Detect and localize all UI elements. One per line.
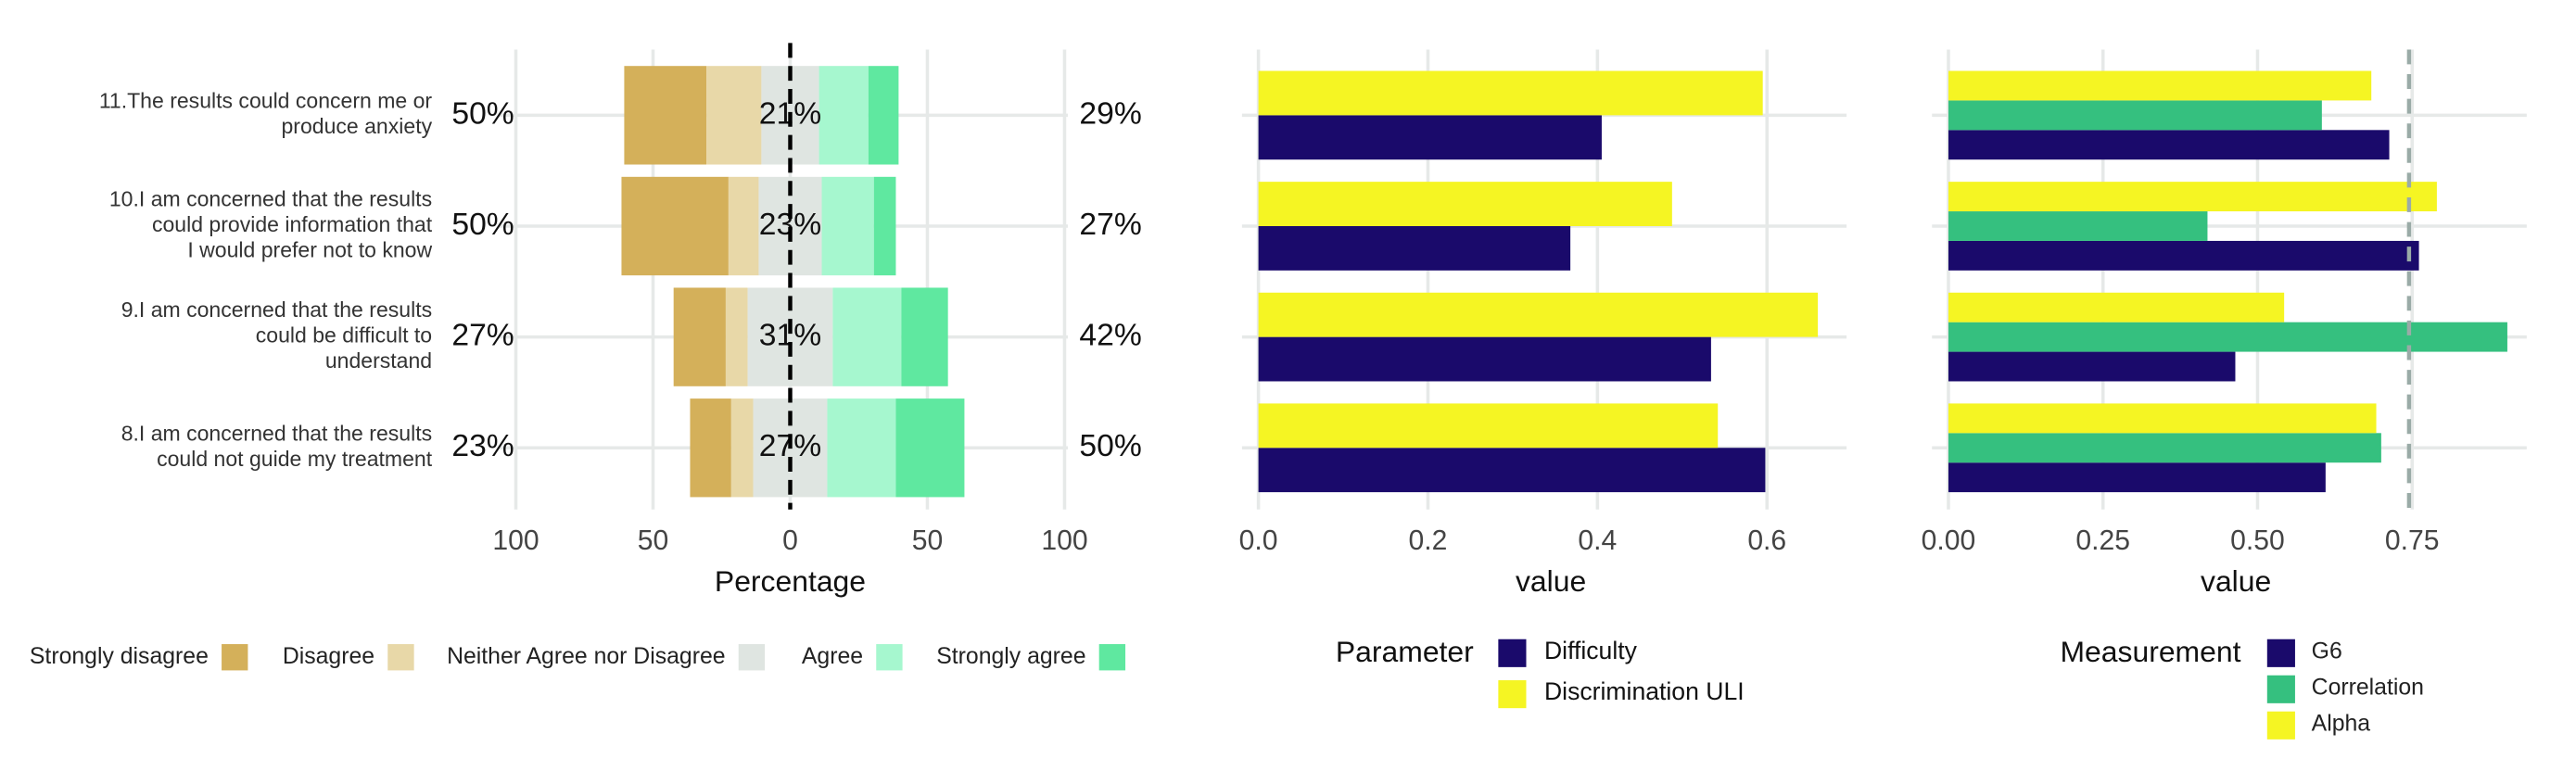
x-tick-label: 0.25 <box>2075 525 2130 556</box>
bar-segment <box>832 287 902 386</box>
left-label: 50% <box>451 96 514 131</box>
bar <box>1948 433 2381 463</box>
bar <box>1948 462 2326 493</box>
bar-segment <box>868 66 899 165</box>
bar <box>1258 225 1571 271</box>
legend-label: Disagree <box>283 644 374 669</box>
legend-label: Agree <box>802 644 863 669</box>
x-axis-label: value <box>2201 564 2271 598</box>
left-label: 50% <box>451 208 514 242</box>
legend-swatch <box>1498 680 1527 709</box>
bar <box>1258 336 1711 382</box>
bar-segment <box>706 66 762 165</box>
bar <box>1948 403 2377 434</box>
category-label: 10.I am concerned that the results could … <box>109 187 433 262</box>
bar-segment <box>730 398 754 498</box>
right-label: 50% <box>1079 429 1141 463</box>
legend-label: Discrimination ULI <box>1544 677 1745 705</box>
legend-title: Parameter <box>1336 635 1474 668</box>
legend-swatch <box>1098 644 1126 671</box>
legend-swatch <box>1498 639 1527 667</box>
right-label: 27% <box>1079 208 1141 242</box>
x-axis-label: value <box>1516 564 1586 598</box>
bar-segment <box>818 66 869 165</box>
bar <box>1258 70 1763 116</box>
bar <box>1948 70 2372 101</box>
bar-segment <box>673 287 726 386</box>
legend-swatch <box>2266 711 2295 740</box>
category-label: 8.I am concerned that the results could n… <box>121 422 433 471</box>
bar <box>1948 130 2390 160</box>
x-tick-label: 0.0 <box>1239 525 1278 556</box>
bar-segment <box>728 176 759 276</box>
bar <box>1948 292 2285 322</box>
legend-label: Correlation <box>2312 675 2424 700</box>
right-label: 29% <box>1079 96 1141 131</box>
bar-segment <box>690 398 731 498</box>
left-label: 27% <box>451 319 514 353</box>
x-tick-label: 100 <box>1041 525 1087 556</box>
x-tick-label: 50 <box>638 525 669 556</box>
legend-label: G6 <box>2312 639 2342 664</box>
x-tick-label: 0.75 <box>2385 525 2440 556</box>
bar-segment <box>827 398 896 498</box>
bar <box>1948 351 2236 382</box>
bar <box>1258 292 1819 337</box>
bar-segment <box>624 66 707 165</box>
bar-segment <box>821 176 874 276</box>
legend-swatch <box>876 644 903 671</box>
bar <box>1948 182 2437 212</box>
legend-label: Strongly agree <box>936 644 1085 669</box>
x-tick-label: 0.4 <box>1578 525 1617 556</box>
bar <box>1258 182 1672 226</box>
x-tick-label: 0.2 <box>1409 525 1448 556</box>
legend-title: Measurement <box>2060 635 2240 668</box>
category-label: 9.I am concerned that the results could b… <box>121 297 432 373</box>
x-tick-label: 0.00 <box>1922 525 1976 556</box>
bar-segment <box>901 287 948 386</box>
legend-label: Alpha <box>2312 711 2371 736</box>
bar-segment <box>621 176 729 276</box>
bar <box>1948 240 2419 271</box>
bar <box>1948 322 2507 352</box>
bar-segment <box>873 176 896 276</box>
legend-label: Strongly disagree <box>30 644 209 669</box>
legend-label: Difficulty <box>1544 637 1638 664</box>
bar <box>1258 115 1602 160</box>
bar-segment <box>895 398 965 498</box>
x-tick-label: 0.50 <box>2230 525 2285 556</box>
legend-swatch <box>2266 639 2295 667</box>
x-tick-label: 50 <box>912 525 944 556</box>
legend-swatch <box>222 644 248 671</box>
x-tick-label: 0 <box>782 525 798 556</box>
bar <box>1948 211 2208 241</box>
legend-swatch <box>738 644 766 671</box>
bar <box>1258 403 1719 449</box>
x-tick-label: 100 <box>492 525 539 556</box>
legend-swatch <box>2266 675 2295 703</box>
legend-swatch <box>387 644 414 671</box>
x-tick-label: 0.6 <box>1747 525 1786 556</box>
bar <box>1258 448 1766 493</box>
category-label: 11.The results could concern me or produc… <box>99 89 433 138</box>
x-axis-label: Percentage <box>715 564 866 598</box>
legend-label: Neither Agree nor Disagree <box>447 644 725 669</box>
bar <box>1948 100 2322 131</box>
bar-segment <box>725 287 748 386</box>
left-label: 23% <box>451 429 514 463</box>
right-label: 42% <box>1079 319 1141 353</box>
